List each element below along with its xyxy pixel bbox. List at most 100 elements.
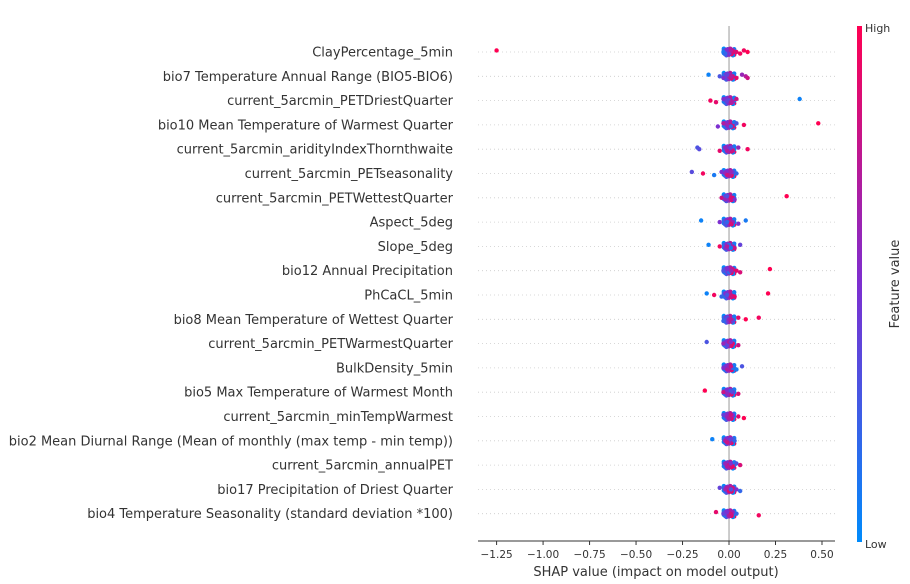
data-point: [728, 437, 734, 442]
data-point: [732, 290, 737, 295]
data-point: [717, 219, 722, 225]
data-point: [704, 339, 709, 345]
feature-label: current_5arcmin_PETWettestQuarter: [216, 191, 454, 206]
feature-labels: ClayPercentage_5min bio7 Temperature Annu…: [9, 46, 454, 523]
colorbar-high-label: High: [865, 22, 890, 35]
data-point: [739, 364, 745, 369]
data-point: [736, 145, 741, 150]
data-point: [734, 487, 739, 492]
data-point: [745, 147, 750, 152]
feature-label: current_5arcmin_minTempWarmest: [223, 410, 453, 425]
data-point: [728, 511, 734, 516]
data-point: [743, 218, 748, 223]
x-axis: −1.25 −1.00 −0.75 −0.50 −0.25 0.00 0.25 0.50: [478, 540, 835, 561]
data-point: [767, 266, 773, 272]
data-point: [724, 509, 730, 515]
data-point: [698, 218, 704, 223]
data-point: [721, 75, 726, 81]
data-point: [724, 98, 730, 103]
data-point: [713, 100, 719, 105]
data-point: [713, 509, 719, 515]
data-point: [756, 513, 761, 518]
data-point: [724, 148, 730, 153]
feature-label: bio4 Temperature Seasonality (standard d…: [87, 507, 453, 522]
grid-lines: [478, 51, 835, 515]
data-point: [721, 121, 726, 126]
data-point: [728, 487, 734, 492]
data-point: [724, 72, 730, 77]
x-tick-label: −1.25: [481, 549, 513, 561]
feature-label: current_5arcmin_PETDriestQuarter: [227, 94, 454, 109]
data-point: [728, 461, 734, 466]
data-point: [734, 461, 739, 466]
x-tick-label: −0.25: [666, 549, 698, 561]
data-point: [741, 48, 747, 53]
data-point: [717, 74, 722, 79]
data-point: [723, 197, 728, 202]
data-point: [689, 169, 695, 175]
data-point: [728, 412, 734, 418]
data-point: [728, 221, 734, 226]
feature-label: bio10 Mean Temperature of Warmest Quarte…: [158, 118, 454, 133]
data-point: [732, 314, 737, 319]
feature-label: bio5 Max Temperature of Warmest Month: [184, 386, 453, 401]
data-point: [724, 172, 730, 178]
x-tick-label: 0.00: [717, 549, 740, 561]
colorbar-low-label: Low: [865, 538, 887, 551]
data-point: [728, 388, 734, 393]
data-point: [756, 315, 761, 320]
data-point: [737, 270, 743, 275]
data-point: [711, 292, 717, 298]
data-point: [728, 74, 734, 79]
data-point: [732, 438, 737, 443]
data-point: [717, 244, 722, 249]
data-point: [721, 318, 726, 324]
data-point: [717, 485, 722, 490]
data-point: [730, 148, 735, 153]
feature-label: bio7 Temperature Annual Range (BIO5-BIO6…: [163, 70, 453, 85]
data-point: [737, 488, 743, 494]
data-point: [726, 415, 732, 421]
data-point: [732, 144, 737, 149]
data-point: [697, 147, 702, 152]
data-point: [708, 98, 713, 103]
x-tick-label: 0.50: [810, 549, 833, 561]
data-point: [736, 391, 741, 396]
data-points: [494, 46, 821, 520]
data-point: [721, 511, 726, 516]
data-point: [715, 124, 721, 129]
data-point: [706, 242, 711, 247]
data-point: [724, 194, 730, 199]
data-point: [723, 461, 728, 466]
data-point: [724, 343, 730, 348]
data-point: [494, 48, 499, 53]
x-axis-label: SHAP value (impact on model output): [533, 565, 778, 580]
data-point: [728, 195, 734, 200]
data-point: [728, 245, 734, 251]
data-point: [728, 145, 734, 150]
data-point: [724, 244, 730, 249]
data-point: [743, 317, 748, 322]
data-point: [721, 412, 726, 418]
data-point: [721, 390, 726, 395]
data-point: [734, 171, 739, 176]
data-point: [737, 242, 743, 247]
data-point: [816, 121, 821, 126]
data-point: [711, 172, 717, 178]
colorbar: High Low Feature value: [857, 22, 903, 551]
feature-label: bio8 Mean Temperature of Wettest Quarter: [174, 313, 454, 328]
data-point: [724, 485, 730, 490]
data-point: [724, 266, 730, 272]
data-point: [732, 197, 737, 202]
data-point: [724, 292, 730, 298]
feature-label: PhCaCL_5min: [364, 289, 453, 304]
data-point: [739, 72, 745, 77]
feature-label: Slope_5deg: [378, 240, 453, 255]
data-point: [732, 49, 737, 55]
data-point: [728, 317, 734, 322]
data-point: [736, 414, 741, 419]
data-point: [734, 268, 739, 273]
data-point: [734, 121, 739, 126]
data-point: [732, 294, 737, 299]
